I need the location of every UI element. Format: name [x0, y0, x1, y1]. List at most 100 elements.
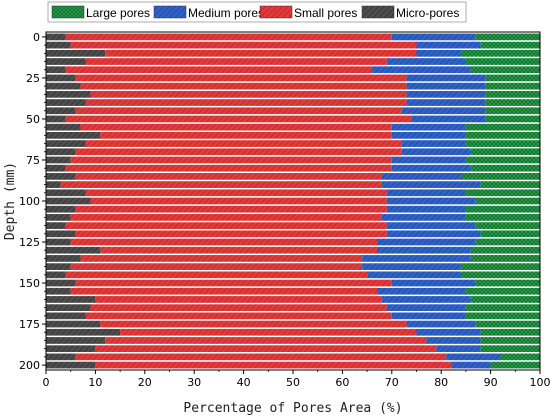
- y-tick-label-50: 50: [26, 113, 40, 126]
- bar-small-pores-depth-25: [75, 74, 407, 82]
- bar-medium-pores-depth-15: [386, 58, 466, 65]
- y-tick-label-25: 25: [26, 72, 40, 85]
- bar-large-pores-depth-55: [465, 123, 540, 131]
- bar-large-pores-depth-0: [475, 33, 540, 41]
- legend-box: [47, 1, 467, 23]
- bar-medium-pores-depth-175: [406, 320, 476, 328]
- bar-small-pores-depth-160: [95, 296, 382, 303]
- bar-large-pores-depth-75: [465, 156, 540, 164]
- bar-medium-pores-depth-115: [386, 222, 476, 229]
- bar-micro-pores-depth-115: [46, 222, 66, 229]
- bar-large-pores-depth-135: [470, 255, 540, 262]
- bar-small-pores-depth-145: [65, 271, 368, 279]
- x-axis: 0 10 20 30 40 50 60 70 80 90 100: [43, 370, 550, 389]
- bar-large-pores-depth-45: [485, 107, 540, 115]
- bar-medium-pores-depth-5: [416, 41, 481, 49]
- bar-large-pores-depth-110: [465, 214, 540, 221]
- bar-small-pores-depth-180: [120, 328, 417, 336]
- bar-large-pores-depth-50: [485, 115, 540, 123]
- legend-swatch-medium-pores: [153, 5, 187, 19]
- bar-large-pores-depth-165: [465, 304, 540, 312]
- legend-swatch-large-pores: [51, 5, 85, 19]
- legend-label-small-pores: Small pores: [294, 6, 357, 20]
- bar-micro-pores-depth-190: [46, 345, 96, 353]
- bar-small-pores-depth-195: [75, 353, 447, 361]
- bar-large-pores-depth-185: [480, 337, 540, 344]
- bar-micro-pores-depth-70: [46, 148, 76, 156]
- bar-micro-pores-depth-50: [46, 115, 66, 123]
- bar-micro-pores-depth-140: [46, 263, 71, 270]
- bar-micro-pores-depth-165: [46, 304, 91, 312]
- x-tick-label-90: 90: [484, 376, 498, 389]
- bar-medium-pores-depth-180: [416, 328, 481, 336]
- y-tick-label-125: 125: [19, 236, 40, 249]
- bar-small-pores-depth-55: [80, 123, 392, 131]
- bar-small-pores-depth-15: [85, 58, 387, 65]
- bar-medium-pores-depth-65: [401, 140, 466, 147]
- bar-large-pores-depth-25: [485, 74, 540, 82]
- bar-micro-pores-depth-40: [46, 99, 86, 106]
- bar-micro-pores-depth-110: [46, 214, 71, 221]
- bar-medium-pores-depth-70: [401, 148, 471, 156]
- x-tick-label-70: 70: [385, 376, 399, 389]
- x-tick-label-60: 60: [335, 376, 349, 389]
- bar-small-pores-depth-130: [100, 246, 377, 254]
- legend-swatch-small-pores: [259, 5, 293, 19]
- bar-micro-pores-depth-90: [46, 181, 61, 188]
- bar-large-pores-depth-120: [480, 230, 540, 238]
- bar-micro-pores-depth-100: [46, 197, 91, 205]
- bar-medium-pores-depth-90: [381, 181, 481, 188]
- legend-label-micro-pores: Micro-pores: [396, 6, 459, 20]
- x-axis-title: Percentage of Pores Area (%): [183, 401, 402, 416]
- bar-micro-pores-depth-120: [46, 230, 76, 238]
- bar-micro-pores-depth-5: [46, 41, 71, 49]
- bar-small-pores-depth-35: [90, 90, 407, 98]
- bar-medium-pores-depth-195: [446, 353, 501, 361]
- bar-micro-pores-depth-65: [46, 140, 86, 147]
- y-tick-label-175: 175: [19, 318, 40, 331]
- bar-medium-pores-depth-30: [406, 82, 486, 90]
- bar-medium-pores-depth-140: [362, 263, 461, 270]
- bar-large-pores-depth-20: [470, 66, 540, 74]
- bar-large-pores-depth-170: [465, 312, 540, 320]
- bar-medium-pores-depth-35: [406, 90, 486, 98]
- bar-micro-pores-depth-30: [46, 82, 81, 90]
- bar-small-pores-depth-135: [80, 255, 363, 262]
- bar-small-pores-depth-0: [65, 33, 392, 41]
- bar-medium-pores-depth-80: [391, 164, 471, 172]
- bar-large-pores-depth-15: [465, 58, 540, 65]
- bar-micro-pores-depth-195: [46, 353, 76, 361]
- x-tick-label-10: 10: [88, 376, 102, 389]
- bar-micro-pores-depth-135: [46, 255, 81, 262]
- bar-small-pores-depth-125: [70, 238, 377, 246]
- bar-small-pores-depth-45: [75, 107, 402, 115]
- bar-large-pores-depth-10: [460, 49, 540, 57]
- bar-micro-pores-depth-60: [46, 132, 101, 139]
- bar-medium-pores-depth-25: [406, 74, 486, 82]
- bar-small-pores-depth-165: [90, 304, 387, 312]
- bar-medium-pores-depth-125: [376, 238, 476, 246]
- bar-micro-pores-depth-35: [46, 90, 91, 98]
- bar-small-pores-depth-60: [100, 132, 392, 139]
- bar-large-pores-depth-140: [460, 263, 540, 270]
- bars-group: [46, 33, 540, 369]
- bar-small-pores-depth-10: [105, 49, 417, 57]
- bar-large-pores-depth-150: [475, 279, 540, 287]
- bar-small-pores-depth-50: [65, 115, 412, 123]
- bar-large-pores-depth-105: [465, 205, 540, 213]
- bar-micro-pores-depth-155: [46, 287, 71, 295]
- bar-micro-pores-depth-185: [46, 337, 106, 344]
- bar-medium-pores-depth-145: [367, 271, 461, 279]
- bar-large-pores-depth-30: [485, 82, 540, 90]
- bar-small-pores-depth-85: [75, 173, 382, 180]
- legend-label-medium-pores: Medium pores: [188, 6, 264, 20]
- bar-large-pores-depth-65: [465, 140, 540, 147]
- y-tick-label-100: 100: [19, 195, 40, 208]
- x-tick-label-80: 80: [434, 376, 448, 389]
- bar-small-pores-depth-65: [85, 140, 402, 147]
- bar-large-pores-depth-125: [475, 238, 540, 246]
- bar-small-pores-depth-80: [65, 164, 392, 172]
- bar-medium-pores-depth-10: [416, 49, 461, 57]
- bar-small-pores-depth-155: [70, 287, 377, 295]
- bar-small-pores-depth-20: [65, 66, 373, 74]
